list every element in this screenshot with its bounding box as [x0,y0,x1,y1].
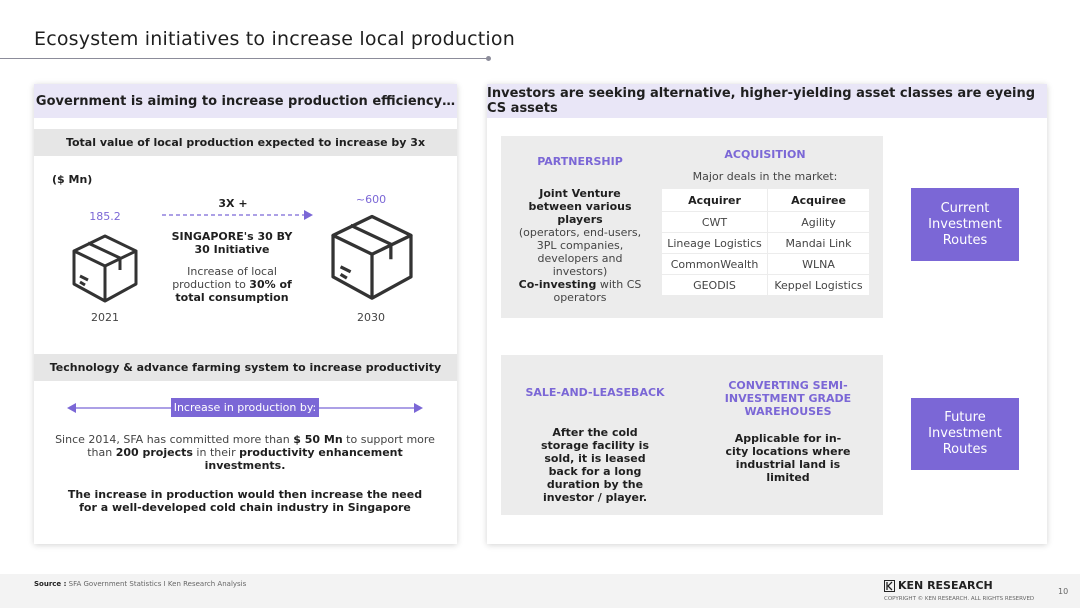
column-header-acquiree: Acquiree [767,188,870,212]
initiative-description: Increase of local production to 30% of t… [170,265,294,304]
current-investment-routes-label: Current Investment Routes [911,188,1019,261]
sfa-paragraph: Since 2014, SFA has committed more than … [50,433,440,472]
partnership-co-text: with CS operators [553,278,642,304]
para-text: to support more than [87,433,435,459]
box-icon [331,214,413,300]
acquiree-cell: Keppel Logistics [767,274,870,296]
acquiree-cell: WLNA [767,253,870,275]
increase-label: Increase in production by: [171,398,319,417]
acquirer-cell: CWT [661,211,768,233]
year-2021: 2021 [91,311,119,324]
partnership-jv-bold: Joint Venture between various players [528,187,632,226]
brand-logo: KEN RESEARCH [884,579,993,592]
acquiree-cell: Agility [767,211,870,233]
table-row: GEODIS Keppel Logistics [661,274,870,296]
para-bold-projects: 200 projects [115,446,193,459]
copyright: COPYRIGHT © KEN RESEARCH. ALL RIGHTS RES… [884,596,1035,602]
cold-chain-paragraph: The increase in production would then in… [67,488,423,514]
ken-logo-icon [884,579,895,592]
para-bold-amount: $ 50 Mn [293,433,343,446]
table-header-row: Acquirer Acquiree [661,188,870,212]
source-note: Source : SFA Government Statistics I Ken… [34,580,246,588]
title-divider-dot [486,56,491,61]
section1-title: Total value of local production expected… [34,129,457,156]
para-text: in their [192,446,240,459]
brand-name: KEN RESEARCH [898,579,993,592]
footer-bar [0,574,1080,608]
value-2021: 185.2 [89,210,121,223]
deals-table: Acquirer Acquiree CWT Agility Lineage Log… [661,188,870,296]
value-2030: ~600 [355,193,387,206]
converting-title: CONVERTING SEMI-INVESTMENT GRADE WAREHOU… [724,379,852,418]
source-text: SFA Government Statistics I Ken Research… [68,580,247,588]
partnership-text: Joint Venture between various players (o… [515,187,645,304]
box-icon [72,234,138,303]
multiplier-label: 3X + [218,197,248,210]
acquirer-cell: Lineage Logistics [661,232,768,254]
column-header-acquirer: Acquirer [661,188,768,212]
section2-title: Technology & advance farming system to i… [34,354,457,381]
left-card [34,84,457,544]
acquisition-subtitle: Major deals in the market: [692,170,838,183]
title-divider [0,58,488,59]
para-text: Since 2014, SFA has committed more than [55,433,294,446]
page-title: Ecosystem initiatives to increase local … [34,28,515,50]
table-row: CommonWealth WLNA [661,253,870,275]
initiative-desc-bold: 30% of total consumption [175,278,292,304]
left-header: Government is aiming to increase product… [34,84,457,118]
table-row: Lineage Logistics Mandai Link [661,232,870,254]
saleback-text: After the cold storage facility is sold,… [541,426,649,504]
saleback-title: SALE-AND-LEASEBACK [525,386,665,399]
right-header: Investors are seeking alternative, highe… [487,84,1047,118]
source-label: Source : [34,580,67,588]
partnership-co-bold: Co-investing [518,278,597,291]
partnership-title: PARTNERSHIP [537,155,623,168]
arrow-right-icon [162,210,313,220]
acquirer-cell: GEODIS [661,274,768,296]
table-row: CWT Agility [661,211,870,233]
para-bold-investments: productivity enhancement investments. [204,446,403,472]
converting-text: Applicable for in-city locations where i… [725,432,851,484]
acquirer-cell: CommonWealth [661,253,768,275]
year-2030: 2030 [357,311,385,324]
future-investment-routes-label: Future Investment Routes [911,398,1019,470]
page-number: 10 [1058,587,1069,596]
acquisition-title: ACQUISITION [724,148,806,161]
partnership-jv-text: (operators, end-users, 3PL companies, de… [518,226,642,278]
unit-label: ($ Mn) [52,173,93,186]
future-routes-panel [501,355,883,515]
initiative-name: SINGAPORE's 30 BY 30 Initiative [171,230,293,256]
initiative-desc-text: Increase of local production to [172,265,277,291]
acquiree-cell: Mandai Link [767,232,870,254]
